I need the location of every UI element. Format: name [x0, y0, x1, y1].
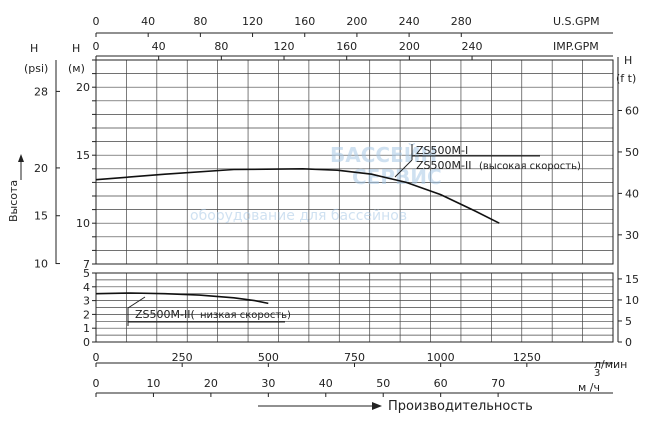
- lmin-label: л/мин: [594, 358, 627, 371]
- lower-frame: [95, 272, 614, 343]
- impgpm-tick-label: 80: [214, 40, 228, 53]
- m3h-tick-label: 30: [261, 377, 275, 390]
- ft-tick-label: 30: [625, 229, 639, 242]
- usgpm-tick-label: 120: [242, 15, 263, 28]
- x-title-arrow-head: [372, 402, 382, 410]
- usgpm-tick-label: 40: [141, 15, 155, 28]
- m3h-label: м /ч: [578, 381, 600, 394]
- lmin-tick-label: 0: [93, 351, 100, 364]
- usgpm-tick-label: 280: [451, 15, 472, 28]
- lmin-tick-label: 1000: [427, 351, 455, 364]
- ft-tick-label: 50: [625, 146, 639, 159]
- watermark: БАССЕЙН СЕРВИС оборудование для бассейно…: [190, 143, 442, 224]
- impgpm-tick-label: 40: [152, 40, 166, 53]
- lower-ft-tick-label: 15: [625, 273, 639, 286]
- m-tick-label: 10: [76, 217, 90, 230]
- psi-tick-label: 15: [34, 210, 48, 223]
- psi-tick-label: 10: [34, 258, 48, 271]
- m-tick-label: 7: [83, 258, 90, 271]
- ft-h-label: H: [624, 54, 632, 67]
- lower-m-tick-label: 1: [83, 322, 90, 335]
- lower-m-tick-label: 3: [83, 295, 90, 308]
- watermark-line1: БАССЕЙН: [330, 143, 437, 167]
- lmin-tick-label: 250: [172, 351, 193, 364]
- annotation-zs500m-ii: ZS500M-II: [416, 159, 471, 172]
- lower-m-tick-label: 2: [83, 308, 90, 321]
- impgpm-tick-label: 0: [93, 40, 100, 53]
- usgpm-tick-label: 80: [193, 15, 207, 28]
- watermark-line3: оборудование для бассейнов: [190, 208, 407, 224]
- lower-grid: [95, 272, 614, 343]
- m3h-tick-label: 50: [376, 377, 390, 390]
- annotation-zs500m-i: ZS500M-I: [416, 144, 468, 157]
- m-h-label: H: [72, 42, 80, 55]
- impgpm-tick-label: 240: [462, 40, 483, 53]
- psi-h-label: H: [30, 42, 38, 55]
- lower-ft-tick-label: 10: [625, 294, 639, 307]
- x-title: Производительность: [388, 399, 533, 414]
- curves: [95, 167, 500, 305]
- side-height-label: Высота: [7, 180, 20, 222]
- annotation-low-speed: низкая скорость): [200, 310, 291, 321]
- usgpm-tick-label: 160: [294, 15, 315, 28]
- m-tick-label: 20: [76, 81, 90, 94]
- m3h-tick-label: 0: [93, 377, 100, 390]
- impgpm-tick-label: 200: [399, 40, 420, 53]
- lower-m-tick-label: 0: [83, 336, 90, 349]
- annotation-low-leader: [127, 296, 146, 309]
- lower-m-tick-label: 5: [83, 267, 90, 280]
- usgpm-tick-label: 0: [93, 15, 100, 28]
- psi-unit-label: (psi): [24, 62, 48, 75]
- ft-tick-label: 40: [625, 187, 639, 200]
- usgpm-label: U.S.GPM: [553, 15, 600, 28]
- side-arrow-head: [18, 154, 24, 162]
- psi-tick-label: 20: [34, 162, 48, 175]
- impgpm-tick-label: 160: [336, 40, 357, 53]
- ft-tick-label: 60: [625, 104, 639, 117]
- curve-zs500m-ii-low: [95, 292, 269, 305]
- impgpm-label: IMP.GPM: [553, 40, 599, 53]
- upper-frame: [95, 59, 614, 265]
- m3h-sup: 3: [594, 368, 600, 379]
- m3h-tick-label: 20: [204, 377, 218, 390]
- usgpm-tick-label: 240: [399, 15, 420, 28]
- ft-unit-label: (f t): [616, 72, 636, 85]
- curve-zs500m-i: [95, 167, 500, 224]
- impgpm-tick-label: 120: [274, 40, 295, 53]
- m-unit-label: (м): [68, 62, 85, 75]
- lower-ft-tick-label: 5: [625, 315, 632, 328]
- m3h-tick-label: 40: [319, 377, 333, 390]
- m3h-tick-label: 70: [491, 377, 505, 390]
- lower-ft-tick-label: 0: [625, 336, 632, 349]
- lmin-tick-label: 500: [258, 351, 279, 364]
- annotation-leader: [394, 159, 413, 178]
- m3h-tick-label: 60: [434, 377, 448, 390]
- watermark-line2: СЕРВИС: [352, 165, 442, 189]
- usgpm-tick-label: 200: [346, 15, 367, 28]
- lmin-tick-label: 750: [344, 351, 365, 364]
- upper-grid: [55, 57, 619, 342]
- lower-m-tick-label: 4: [83, 281, 90, 294]
- lmin-tick-label: 1250: [513, 351, 541, 364]
- annotation-zs500m-ii-low: ZS500M-II(: [135, 308, 195, 321]
- m-tick-label: 15: [76, 149, 90, 162]
- m3h-tick-label: 10: [146, 377, 160, 390]
- psi-tick-label: 28: [34, 85, 48, 98]
- annotation-high-speed: (высокая скорость): [479, 161, 581, 172]
